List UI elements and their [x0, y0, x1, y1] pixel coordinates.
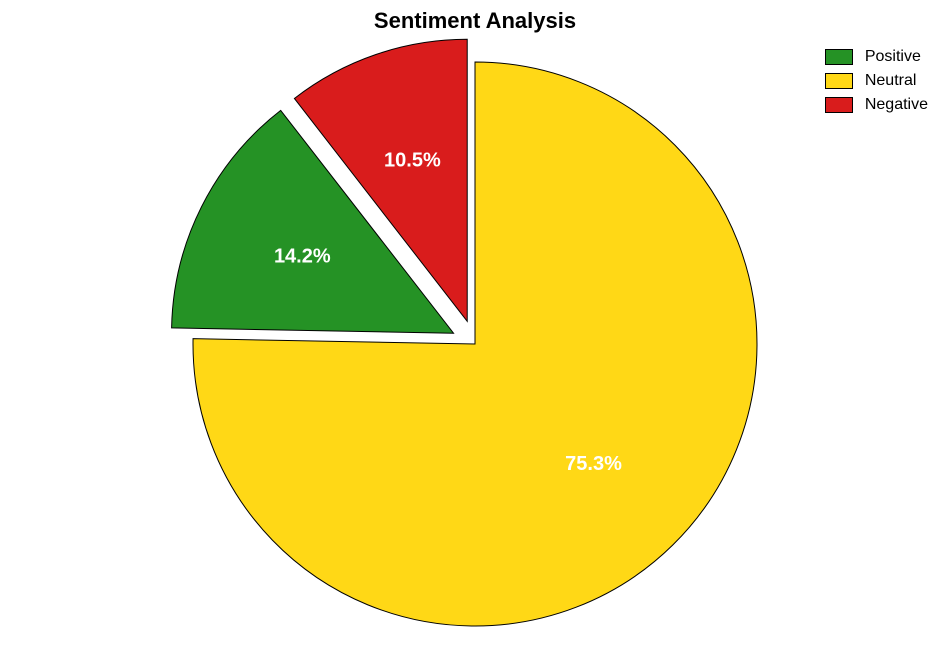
- legend-item-positive: Positive: [825, 48, 928, 66]
- sentiment-pie-chart: Sentiment Analysis 75.3%14.2%10.5% Posit…: [0, 0, 950, 662]
- legend-item-negative: Negative: [825, 96, 928, 114]
- pie-svg: 75.3% 14.2% 10.5%: [0, 0, 950, 662]
- legend-label-positive: Positive: [865, 48, 921, 66]
- slice-label-neutral: 75.3%: [565, 453, 622, 475]
- legend-swatch-negative: [825, 97, 853, 113]
- slice-label-negative: 10.5%: [384, 149, 441, 171]
- legend-item-neutral: Neutral: [825, 72, 928, 90]
- legend: Positive Neutral Negative: [825, 48, 928, 120]
- legend-swatch-neutral: [825, 73, 853, 89]
- legend-swatch-positive: [825, 49, 853, 65]
- legend-label-neutral: Neutral: [865, 72, 917, 90]
- legend-label-negative: Negative: [865, 96, 928, 114]
- slice-label-positive: 14.2%: [274, 246, 331, 268]
